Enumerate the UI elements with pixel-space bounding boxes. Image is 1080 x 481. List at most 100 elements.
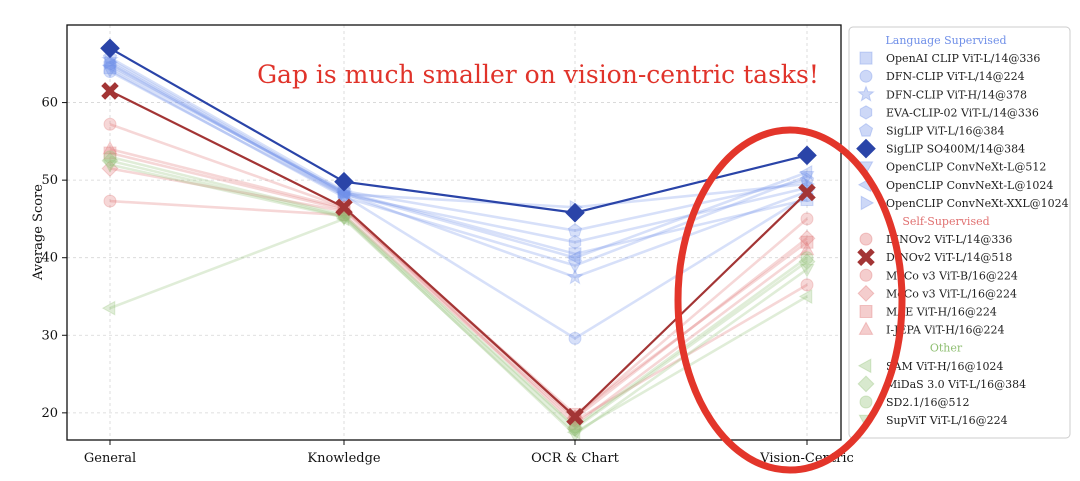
series-mae-vit-h-16-224-point <box>103 146 117 160</box>
legend-entry-label: DFN-CLIP ViT-H/14@378 <box>886 88 1027 101</box>
series-supvit-vit-l-16-224-point <box>336 212 352 226</box>
series-siglip-so400m-14-384-line <box>109 47 808 214</box>
series-moco-v3-vit-b-16-224-point <box>103 194 117 208</box>
series-sd2-1-16-512-point <box>800 251 814 265</box>
series-dinov2-vit-l-14-518-point <box>798 183 816 202</box>
series-supvit-vit-l-16-224-point <box>102 159 118 173</box>
legend-marker <box>858 122 874 137</box>
legend-marker <box>859 105 873 120</box>
series-openclip-convnext-l-512-point <box>336 191 352 206</box>
legend-frame <box>848 26 1071 439</box>
legend-group-title: Language Supervised <box>885 34 1006 47</box>
plot-frame <box>66 24 842 441</box>
series-sd2-1-16-512-line <box>109 155 808 429</box>
legend-marker <box>859 305 873 318</box>
series-openclip-convnext-l-1024-point <box>566 250 581 266</box>
series-moco-v3-vit-l-16-224-point <box>101 159 119 178</box>
legend-entry-label: DINOv2 ViT-L/14@336 <box>886 233 1012 246</box>
series-supvit-vit-l-16-224-line <box>109 163 808 437</box>
series-openclip-convnext-l-512-point <box>567 260 583 274</box>
series-moco-v3-vit-l-16-224-point <box>798 229 816 247</box>
series-dinov2-vit-l-14-336-point <box>103 117 117 131</box>
series-siglip-vit-l-16-384-point <box>799 172 815 187</box>
series-openclip-convnext-xxl-1024-point <box>338 186 353 202</box>
series-sam-vit-h-16-1024-line <box>109 217 808 434</box>
legend-entry-label: DFN-CLIP ViT-L/14@224 <box>886 70 1025 83</box>
legend-marker <box>860 195 875 211</box>
y-tick-label: 50 <box>41 173 58 188</box>
series-sd2-1-16-512-point <box>568 420 582 434</box>
legend-entry-label: OpenCLIP ConvNeXt-L@1024 <box>886 179 1053 192</box>
series-dfn-clip-vit-l-14-224-point <box>103 65 117 79</box>
x-tick-label: General <box>84 451 136 466</box>
legend-entry-label: SupViT ViT-L/16@224 <box>886 414 1008 427</box>
series-sam-vit-h-16-1024-point <box>335 211 350 227</box>
series-eva-clip-02-vit-l-14-336-point <box>568 235 582 250</box>
series-supvit-vit-l-16-224-point <box>799 264 815 278</box>
legend-entry-label: SAM ViT-H/16@1024 <box>886 360 1003 373</box>
legend-entry-label: MoCo v3 ViT-L/16@224 <box>886 287 1017 300</box>
legend-marker <box>859 51 873 65</box>
legend-group-title: Other <box>930 342 963 355</box>
y-axis-label: Average Score <box>31 184 46 281</box>
series-sam-vit-h-16-1024-point <box>101 300 116 316</box>
series-midas-3-0-vit-l-16-384-line <box>109 159 808 431</box>
series-i-jepa-vit-h-16-224-line <box>109 147 808 427</box>
series-moco-v3-vit-b-16-224-line <box>109 199 808 423</box>
legend-marker <box>858 321 874 335</box>
legend-entry-label: SigLIP ViT-L/16@384 <box>886 125 1005 138</box>
legend-entry-label: I-JEPA ViT-H/16@224 <box>886 324 1005 337</box>
series-eva-clip-02-vit-l-14-336-point <box>103 56 117 71</box>
series-dfn-clip-vit-h-14-378-point <box>335 184 353 201</box>
legend-entry-label: MiDaS 3.0 ViT-L/16@384 <box>886 378 1026 391</box>
series-dfn-clip-vit-h-14-378-line <box>109 58 808 279</box>
series-dinov2-vit-l-14-518-point <box>101 82 119 100</box>
legend-marker <box>857 248 875 266</box>
x-tick-label: Knowledge <box>307 451 381 466</box>
series-dfn-clip-vit-h-14-378-point <box>566 267 584 285</box>
legend-entry-label: MAE ViT-H/16@224 <box>886 306 997 319</box>
series-openai-clip-vit-l-14-336-point <box>568 247 582 261</box>
legend-entry-label: SigLIP SO400M/14@384 <box>886 143 1025 156</box>
highlighted-series <box>100 38 817 426</box>
series-openclip-convnext-xxl-1024-point <box>104 54 119 70</box>
legend-entry-label: SD2.1/16@512 <box>886 396 970 409</box>
legend-entry-label: OpenCLIP ConvNeXt-L@512 <box>886 161 1046 174</box>
series-openclip-convnext-xxl-1024-line <box>109 61 808 209</box>
series-siglip-so400m-14-384-point <box>797 145 817 166</box>
legend-entry-label: OpenCLIP ConvNeXt-XXL@1024 <box>886 197 1069 210</box>
series-siglip-so400m-14-384-point <box>334 171 354 192</box>
series-siglip-so400m-14-384-point <box>565 202 585 223</box>
legend: Language Supervised OpenAI CLIP ViT-L/14@… <box>848 26 1071 439</box>
series-mae-vit-h-16-224-point <box>800 235 814 249</box>
highlight-ellipse <box>674 126 906 474</box>
series-eva-clip-02-vit-l-14-336-point <box>337 187 351 203</box>
annotation-text: Gap is much smaller on vision-centric ta… <box>257 60 819 89</box>
series-i-jepa-vit-h-16-224-point <box>799 241 815 256</box>
series-dfn-clip-vit-l-14-224-point <box>568 331 582 345</box>
y-tick-label: 60 <box>41 96 58 111</box>
series-sd2-1-16-512-point <box>103 150 117 164</box>
series-dinov2-vit-l-14-518-point <box>335 198 353 217</box>
series-sam-vit-h-16-1024-point <box>566 424 581 440</box>
legend-marker <box>857 284 875 302</box>
series-midas-3-0-vit-l-16-384-point <box>798 253 816 271</box>
series-dinov2-vit-l-14-336-line <box>109 123 808 419</box>
legend-entry-label: DINOv2 ViT-L/14@518 <box>886 251 1012 264</box>
series-dinov2-vit-l-14-518-line <box>109 89 808 419</box>
x-tick-label: OCR & Chart <box>531 451 620 466</box>
series-midas-3-0-vit-l-16-384-point <box>101 152 119 170</box>
series-dinov2-vit-l-14-518-point <box>566 407 584 426</box>
series-dinov2-vit-l-14-336-point <box>800 212 814 226</box>
series-i-jepa-vit-h-16-224-point <box>102 140 118 155</box>
legend-entry-label: EVA-CLIP-02 ViT-L/14@336 <box>886 106 1039 119</box>
series-openclip-convnext-l-1024-point <box>101 57 116 73</box>
series-siglip-vit-l-16-384-point <box>567 223 583 237</box>
legend-marker <box>859 232 873 246</box>
faded-series <box>101 50 816 443</box>
legend-marker <box>859 268 873 282</box>
legend-marker <box>857 85 875 102</box>
series-moco-v3-vit-b-16-224-point <box>800 278 814 292</box>
legend-entry-label: OpenAI CLIP ViT-L/14@336 <box>886 52 1040 65</box>
